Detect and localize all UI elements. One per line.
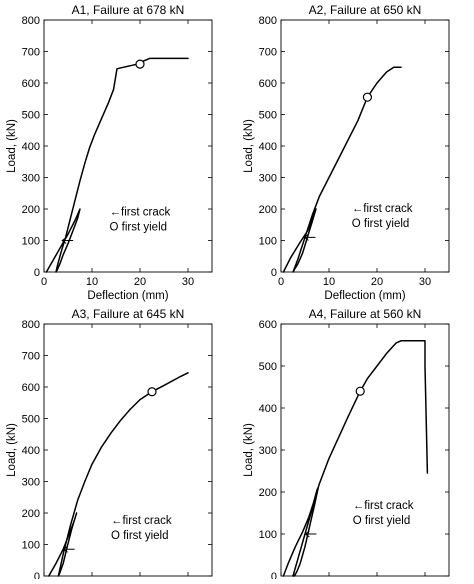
- chart-title: A3, Failure at 645 kN: [72, 307, 185, 321]
- chart-panel-a3: A3, Failure at 645 kN 0 100 200 300 400 500 600…: [6, 307, 213, 584]
- y-tick-label: 500: [22, 110, 40, 122]
- legend-first-yield: O first yield: [111, 530, 169, 542]
- load-deflection-line: [45, 57, 189, 273]
- first-crack-marker: [62, 545, 75, 553]
- legend-first-crack: ←first crack: [110, 206, 171, 218]
- y-tick-label: 100: [259, 236, 277, 248]
- chart-title: A2, Failure at 650 kN: [309, 3, 422, 17]
- y-tick-label: 600: [259, 78, 277, 90]
- y-tick-label: 200: [259, 487, 277, 499]
- first-yield-marker: [362, 92, 372, 102]
- chart-panel-a4: A4, Failure at 560 kN 0 100 200 300 400 500 600…: [243, 307, 450, 584]
- y-tick-label: 500: [22, 414, 40, 426]
- chart-title: A1, Failure at 678 kN: [72, 3, 185, 17]
- y-tick-label: 300: [22, 173, 40, 185]
- y-tick-label: 300: [259, 173, 277, 185]
- y-tick-label: 300: [22, 477, 40, 489]
- y-axis-label: Load, (kN): [6, 423, 18, 477]
- y-tick-label: 100: [22, 236, 40, 248]
- y-tick-label: 600: [22, 382, 40, 394]
- x-tick-label: 20: [371, 276, 383, 288]
- y-tick-label: 300: [259, 445, 277, 457]
- y-tick-label: 0: [34, 267, 40, 279]
- y-tick-label: 200: [22, 508, 40, 520]
- x-tick-label: 30: [419, 276, 431, 288]
- y-tick-label: 100: [22, 540, 40, 552]
- y-tick-label: 400: [259, 403, 277, 415]
- y-tick-label: 600: [259, 319, 277, 331]
- y-tick-label: 600: [22, 78, 40, 90]
- y-tick-label: 400: [259, 141, 277, 153]
- y-tick-label: 0: [271, 571, 277, 579]
- first-yield-marker: [135, 59, 145, 69]
- y-tick-label: 500: [259, 110, 277, 122]
- first-yield-marker: [355, 386, 365, 396]
- chart-panel-a1: A1, Failure at 678 kN0100200300400500600…: [6, 3, 213, 302]
- x-tick-label: 20: [134, 276, 146, 288]
- y-tick-label: 500: [259, 361, 277, 373]
- chart-panel-a2: A2, Failure at 650 kN0100200300400500600…: [243, 3, 450, 302]
- first-crack-marker: [303, 233, 316, 241]
- chart-title: A4, Failure at 560 kN: [309, 307, 422, 321]
- legend-first-yield: O first yield: [353, 515, 411, 527]
- y-tick-label: 700: [22, 351, 40, 363]
- y-tick-label: 400: [22, 445, 40, 457]
- y-tick-label: 0: [271, 267, 277, 279]
- x-tick-label: 10: [323, 276, 335, 288]
- legend-first-crack: ←first crack: [353, 500, 414, 512]
- first-crack-marker: [304, 530, 317, 538]
- y-tick-label: 700: [259, 47, 277, 59]
- first-crack-marker: [61, 237, 74, 244]
- y-tick-label: 0: [34, 571, 40, 579]
- x-tick-label: 0: [41, 276, 47, 288]
- y-tick-label: 100: [259, 529, 277, 541]
- load-deflection-line: [48, 372, 189, 577]
- y-tick-label: 800: [259, 15, 277, 27]
- y-axis-label: Load, (kN): [6, 119, 18, 173]
- x-tick-label: 30: [182, 276, 194, 288]
- y-axis-label: Load, (kN): [243, 423, 255, 477]
- load-deflection-line: [282, 66, 402, 273]
- y-tick-label: 400: [22, 141, 40, 153]
- legend-first-yield: O first yield: [110, 221, 168, 233]
- x-tick-label: 10: [86, 276, 98, 288]
- legend-first-crack: ←first crack: [111, 515, 172, 527]
- first-yield-marker: [147, 387, 157, 397]
- legend-first-yield: O first yield: [352, 218, 410, 230]
- y-axis-label: Load, (kN): [243, 119, 255, 173]
- load-deflection-line: [282, 340, 429, 577]
- legend-first-crack: ←first crack: [352, 203, 413, 215]
- y-tick-label: 200: [259, 204, 277, 216]
- y-tick-label: 800: [22, 15, 40, 27]
- y-tick-label: 200: [22, 204, 40, 216]
- x-axis-label: Deflection (mm): [87, 290, 168, 302]
- y-tick-label: 800: [22, 319, 40, 331]
- x-tick-label: 0: [278, 276, 284, 288]
- y-tick-label: 700: [22, 47, 40, 59]
- x-axis-label: Deflection (mm): [324, 290, 405, 302]
